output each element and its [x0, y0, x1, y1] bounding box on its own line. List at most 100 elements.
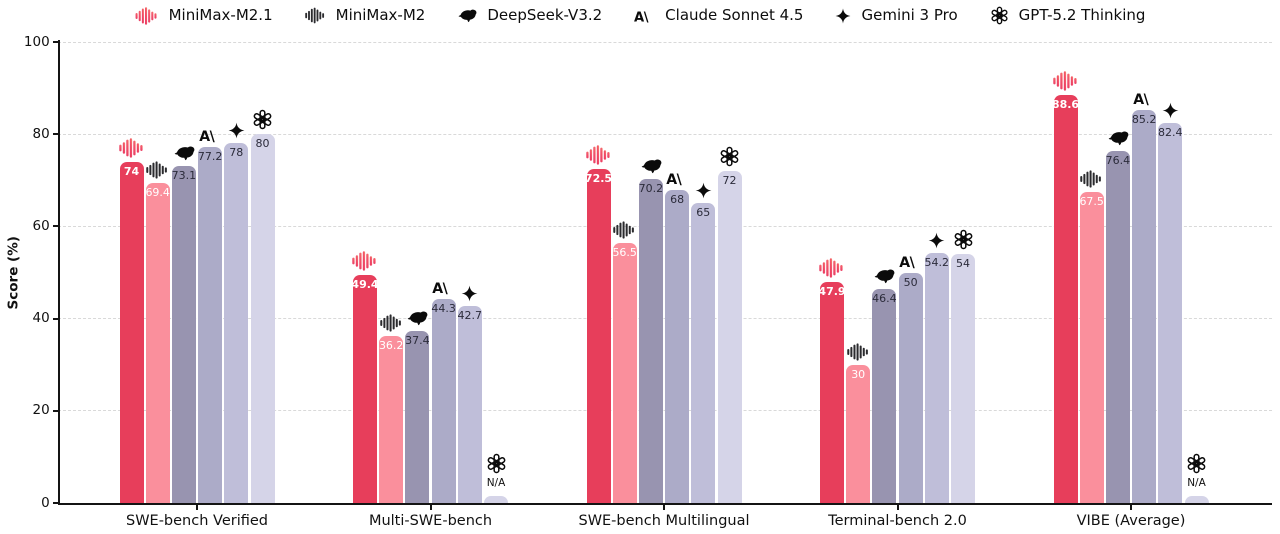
legend-item-label: GPT-5.2 Thinking [1018, 6, 1146, 24]
bar-value-label: 67.5 [1079, 194, 1104, 208]
gridline-80 [57, 133, 1272, 135]
minimax-dark-icon [305, 7, 326, 24]
deepseek-whale-icon [406, 310, 428, 327]
bar-deepseek-v3-2-vibe-average- [1105, 150, 1130, 503]
gridline-40 [57, 318, 1272, 320]
bar-minimax-m2-1-terminal-bench-2-0 [820, 282, 844, 503]
x-tick-label-swe-bench-multilingual: SWE-bench Multilingual [578, 513, 750, 529]
bar-value-label: 72 [722, 174, 737, 188]
openai-icon [252, 109, 273, 130]
bar-minimax-m2-1-swe-bench-verified [119, 161, 144, 503]
y-tick-label: 100 [23, 33, 50, 50]
openai-icon [486, 453, 507, 474]
gridline-20 [57, 410, 1272, 412]
bar-value-label: 36.2 [378, 339, 404, 353]
bar-deepseek-v3-2-swe-bench-verified [171, 166, 196, 503]
bar-gpt-5-2-thinking-swe-bench-verified [250, 134, 275, 503]
bar-value-label: 56.5 [612, 245, 637, 259]
x-tick-label-terminal-bench-2-0: Terminal-bench 2.0 [828, 513, 967, 529]
legend-item-deepseek-v3-2: DeepSeek-V3.2 [457, 8, 602, 24]
bar-deepseek-v3-2-terminal-bench-2-0 [872, 289, 897, 503]
bar-minimax-m2-swe-bench-verified [145, 183, 170, 503]
openai-icon [953, 229, 974, 250]
na-label: N/A [1187, 477, 1206, 489]
bar-value-label: 76.4 [1105, 153, 1131, 167]
bar-value-label: 65 [696, 206, 711, 220]
minimax-pink-icon [352, 251, 378, 271]
deepseek-whale-icon [173, 145, 195, 162]
bar-claude-sonnet-4-5-multi-swe-bench [431, 298, 456, 503]
minimax-dark-icon [613, 221, 636, 239]
y-tick-20 [52, 409, 58, 412]
claude-icon [199, 128, 222, 143]
claude-icon [634, 9, 655, 23]
gridline-60 [57, 225, 1272, 227]
legend: MiniMax-M2.1 MiniMax-M2 DeepSeek-V3.2 Claud… [0, 6, 1280, 25]
legend-item-claude-sonnet-4-5: Claude Sonnet 4.5 [634, 8, 803, 23]
bar-value-label: 44.3 [431, 301, 456, 315]
minimax-dark-icon [847, 343, 870, 361]
bar-value-label: 30 [851, 367, 866, 381]
bar-value-label: 46.4 [872, 292, 897, 306]
y-axis [57, 40, 60, 505]
bar-minimax-m2-1-swe-bench-multilingual [586, 168, 611, 503]
bar-gpt-5-2-thinking-vibe-average--na [1184, 496, 1209, 503]
gemini-star-icon [695, 182, 712, 199]
bar-minimax-m2-swe-bench-multilingual [612, 242, 637, 503]
x-tick-label-swe-bench-verified: SWE-bench Verified [126, 513, 268, 529]
bar-minimax-m2-vibe-average- [1079, 191, 1104, 503]
bar-value-label: 78 [229, 146, 244, 160]
bar-gpt-5-2-thinking-terminal-bench-2-0 [951, 254, 975, 503]
minimax-dark-icon [146, 161, 169, 179]
legend-item-label: Claude Sonnet 4.5 [665, 6, 804, 24]
x-tick-swe-bench-verified [196, 505, 198, 510]
bar-claude-sonnet-4-5-terminal-bench-2-0 [898, 272, 923, 503]
legend-item-label: MiniMax-M2.1 [168, 6, 273, 24]
x-tick-label-multi-swe-bench: Multi-SWE-bench [368, 513, 493, 529]
x-axis [57, 503, 1272, 505]
bar-value-label: 73.1 [171, 169, 197, 182]
y-tick-label: 20 [32, 402, 50, 419]
bar-value-label: 54.2 [924, 256, 950, 270]
minimax-pink-icon [119, 138, 145, 158]
minimax-pink-icon [819, 258, 845, 278]
bar-minimax-m2-1-multi-swe-bench [353, 275, 377, 503]
y-tick-60 [52, 225, 58, 228]
legend-item-minimax-m2: MiniMax-M2 [305, 6, 426, 24]
deepseek-whale-icon [640, 158, 662, 175]
legend-item-label: MiniMax-M2 [335, 6, 426, 24]
bar-value-label: 69.4 [145, 186, 170, 200]
bar-minimax-m2-terminal-bench-2-0 [846, 364, 871, 503]
claude-icon [899, 254, 922, 269]
openai-icon [990, 6, 1009, 25]
y-tick-label: 0 [41, 494, 50, 511]
bar-minimax-m2-multi-swe-bench [379, 336, 404, 503]
bar-claude-sonnet-4-5-swe-bench-multilingual [665, 189, 690, 503]
na-label: N/A [486, 477, 506, 489]
bar-gemini-3-pro-swe-bench-multilingual [691, 203, 716, 503]
claude-icon [1133, 91, 1156, 106]
bar-gpt-5-2-thinking-multi-swe-bench-na [484, 496, 508, 503]
bar-minimax-m2-1-vibe-average- [1053, 94, 1078, 503]
y-tick-80 [52, 133, 58, 136]
bar-gemini-3-pro-terminal-bench-2-0 [924, 253, 949, 503]
bar-value-label: 70.2 [638, 182, 664, 196]
bar-value-label: 80 [255, 137, 270, 151]
minimax-pink-icon [586, 145, 612, 165]
bar-gemini-3-pro-multi-swe-bench [457, 306, 482, 503]
bar-value-label: 74 [123, 164, 140, 178]
y-tick-100 [52, 41, 58, 43]
openai-icon [1186, 453, 1207, 474]
deepseek-whale-icon [1107, 130, 1129, 147]
y-tick-40 [52, 317, 58, 320]
bar-value-label: 42.7 [457, 309, 483, 323]
x-tick-vibe-average- [1130, 505, 1132, 510]
bar-claude-sonnet-4-5-vibe-average- [1132, 110, 1157, 503]
bar-value-label: 88.6 [1051, 97, 1080, 111]
legend-item-gemini-3-pro: Gemini 3 Pro [835, 8, 958, 24]
deepseek-whale-icon [873, 268, 895, 285]
x-tick-swe-bench-multilingual [663, 505, 665, 510]
bar-gpt-5-2-thinking-swe-bench-multilingual [717, 171, 742, 503]
y-tick-0 [52, 502, 58, 504]
y-tick-label: 80 [32, 125, 50, 142]
